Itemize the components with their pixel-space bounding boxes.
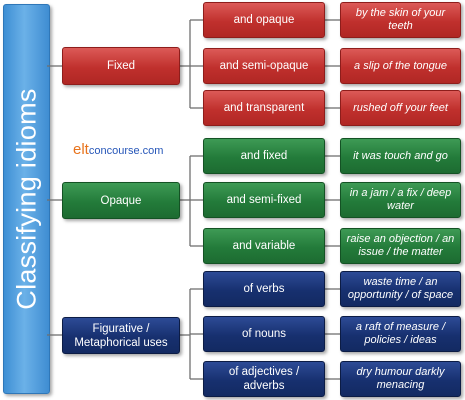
logo-elt-text: elt [73,141,89,158]
subtype-label: and variable [232,240,296,252]
category-fixed: Fixed [62,47,180,85]
subtype-figurative-adjectives-adverbs: of adjectives / adverbs [203,361,325,397]
subtype-opaque-semi-fixed: and semi-fixed [203,182,325,218]
subtype-label: and opaque [233,14,295,26]
example-opaque-variable: raise an objection / an issue / the matt… [340,228,461,264]
subtype-label: and transparent [223,102,305,114]
subtype-label: of verbs [243,283,285,295]
example-figurative-verbs: waste time / an opportunity / of space [340,271,461,307]
subtype-figurative-verbs: of verbs [203,271,325,307]
example-figurative-adjectives-adverbs: dry humour darkly menacing [340,361,461,397]
example-text: raise an objection / an issue / the matt… [346,233,455,258]
logo-rest-text: concourse.com [88,145,164,157]
example-text: waste time / an opportunity / of space [347,276,454,301]
example-text: in a jam / a fix / deep water [349,187,452,212]
example-text: rushed off your feet [353,101,448,114]
example-opaque-fixed: it was touch and go [340,138,461,174]
subtype-label: of adjectives / adverbs [228,366,300,392]
example-text: it was touch and go [353,149,448,162]
example-fixed-opaque: by the skin of your teeth [340,2,461,38]
subtype-figurative-nouns: of nouns [203,316,325,352]
example-fixed-semi-opaque: a slip of the tongue [340,48,461,84]
subtype-fixed-transparent: and transparent [203,90,325,126]
category-opaque-label: Opaque [100,194,142,207]
example-text: dry humour darkly menacing [356,366,445,391]
category-figurative: Figurative / Metaphorical uses [62,317,180,354]
subtype-label: and semi-opaque [219,60,309,72]
category-opaque: Opaque [62,182,180,219]
eltconcourse-logo: eltconcourse.com [73,141,163,159]
root-node: Classifying idioms [3,4,50,394]
subtype-label: and fixed [240,150,288,162]
example-opaque-semi-fixed: in a jam / a fix / deep water [340,182,461,218]
example-text: by the skin of your teeth [355,7,446,32]
subtype-label: of nouns [241,328,287,340]
example-figurative-nouns: a raft of measure / policies / ideas [340,316,461,352]
subtype-opaque-fixed: and fixed [203,138,325,174]
subtype-fixed-opaque: and opaque [203,2,325,38]
category-fixed-label: Fixed [106,60,136,72]
example-fixed-transparent: rushed off your feet [340,90,461,126]
subtype-label: and semi-fixed [226,194,302,206]
example-text: a slip of the tongue [354,59,447,72]
subtype-fixed-semi-opaque: and semi-opaque [203,48,325,84]
category-figurative-label: Figurative / Metaphorical uses [74,322,168,349]
subtype-opaque-variable: and variable [203,228,325,264]
example-text: a raft of measure / policies / ideas [355,321,446,346]
